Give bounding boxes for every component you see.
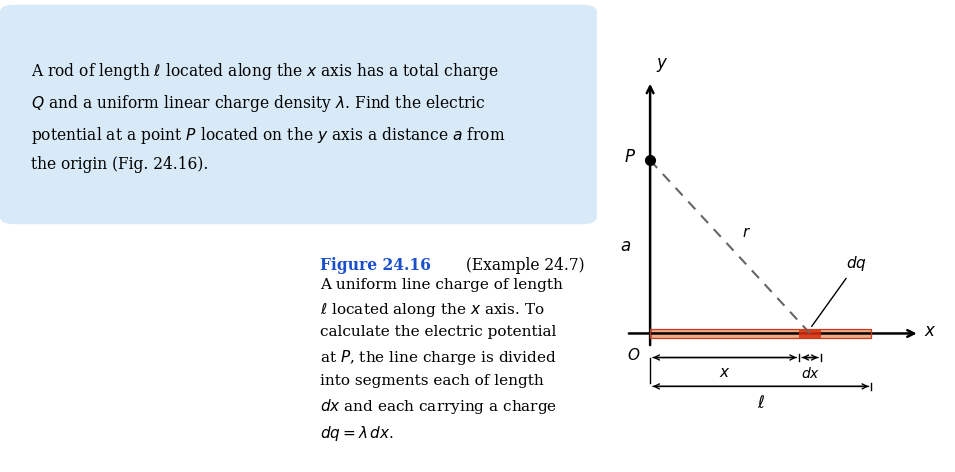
- Text: $\ell$: $\ell$: [756, 395, 765, 412]
- Bar: [799, 329, 821, 338]
- Text: A rod of length $\ell$ located along the $x$ axis has a total charge
$Q$ and a u: A rod of length $\ell$ located along the…: [31, 61, 505, 173]
- Text: A uniform line charge of length
$\ell$ located along the $x$ axis. To
calculate : A uniform line charge of length $\ell$ l…: [320, 278, 562, 443]
- Text: $x$: $x$: [924, 322, 937, 339]
- FancyBboxPatch shape: [0, 5, 597, 224]
- Text: $P$: $P$: [624, 149, 636, 166]
- Text: Figure 24.16: Figure 24.16: [320, 257, 431, 274]
- Text: $dq$: $dq$: [812, 254, 867, 327]
- Text: $dx$: $dx$: [800, 366, 819, 381]
- Text: $x$: $x$: [719, 366, 731, 380]
- Text: $O$: $O$: [627, 347, 641, 362]
- Bar: [650, 329, 871, 338]
- Text: (Example 24.7): (Example 24.7): [461, 257, 584, 274]
- Bar: [650, 329, 871, 338]
- Text: $a$: $a$: [620, 238, 631, 255]
- Text: $y$: $y$: [656, 56, 668, 74]
- Text: $r$: $r$: [742, 226, 752, 240]
